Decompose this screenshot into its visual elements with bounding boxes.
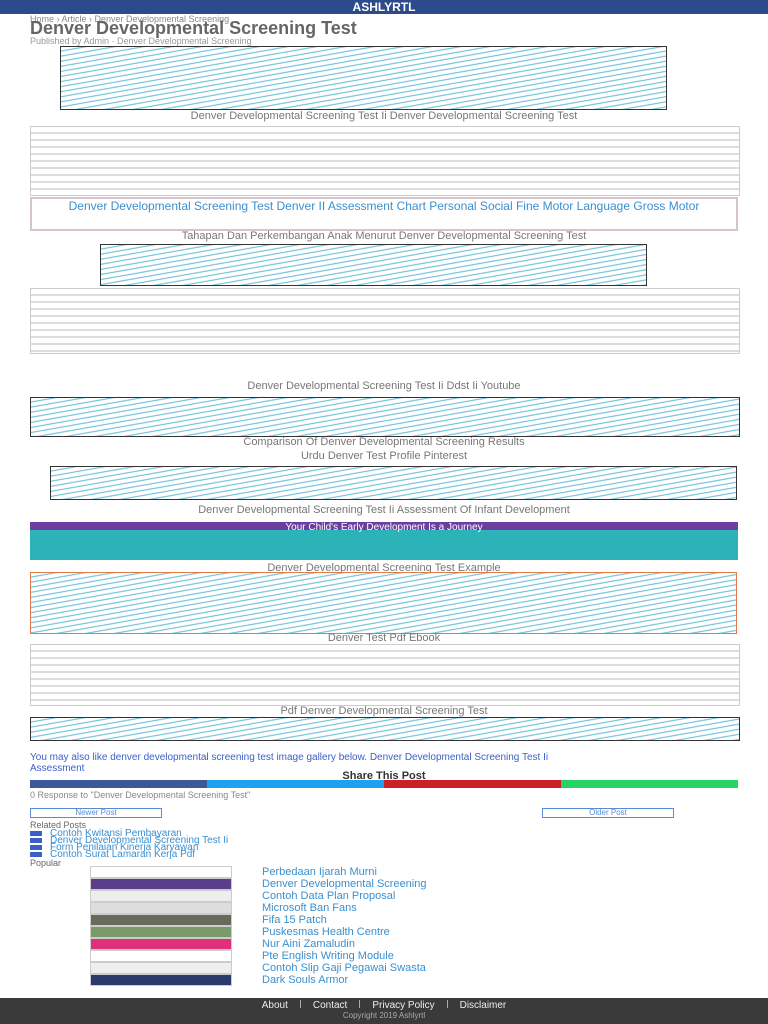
- popular-link[interactable]: Contoh Data Plan Proposal: [262, 890, 396, 902]
- site-name[interactable]: ASHLYRTL: [352, 0, 416, 14]
- popular-item[interactable]: Nur Aini Zamaludin: [20, 938, 720, 950]
- popular-link[interactable]: Denver Developmental Screening: [262, 878, 427, 890]
- caption: Denver Developmental Screening Test Ii D…: [190, 110, 578, 122]
- thumbnail: [90, 974, 232, 986]
- share-button[interactable]: Pinterest: [384, 780, 561, 788]
- caption: Denver Test Pdf Ebook: [327, 632, 441, 644]
- thumbnail: [90, 950, 232, 962]
- popular-item[interactable]: Denver Developmental Screening: [20, 878, 720, 890]
- older-post[interactable]: Older Post: [542, 808, 674, 818]
- copyright: Copyright 2019 Ashlyrtl: [342, 1011, 426, 1020]
- popular-title: Popular: [30, 858, 62, 868]
- thumbnail: [90, 914, 232, 926]
- thumbnail: [90, 890, 232, 902]
- footer-link[interactable]: Disclaimer: [459, 1000, 507, 1011]
- caption: Pdf Denver Developmental Screening Test: [280, 705, 488, 717]
- caption: Denver Developmental Screening Test Ii A…: [198, 504, 570, 516]
- popular-link[interactable]: Pte English Writing Module: [262, 950, 394, 962]
- related-title: Related Posts: [30, 820, 87, 830]
- popular-link[interactable]: Perbedaan Ijarah Murni: [262, 866, 377, 878]
- footer-link[interactable]: Contact: [312, 1000, 348, 1011]
- related-link[interactable]: Contoh Kwitansi Pembayaran: [50, 828, 182, 839]
- thumbnail: [90, 902, 232, 914]
- breadcrumb: Home › Article › Denver Developmental Sc…: [30, 14, 230, 24]
- popular-link[interactable]: Dark Souls Armor: [262, 974, 349, 986]
- popular-item[interactable]: Contoh Slip Gaji Pegawai Swasta: [20, 962, 720, 974]
- thumbnail: [90, 878, 232, 890]
- share-bar: FacebookTwitterPinterestWhatsApp: [30, 780, 738, 788]
- table-image: [30, 644, 740, 706]
- image: [30, 717, 740, 741]
- image: [50, 466, 737, 500]
- popular-list: Perbedaan Ijarah Murni Denver Development…: [20, 866, 720, 986]
- share-title: Share This Post: [342, 770, 426, 782]
- separator: [299, 1000, 301, 1008]
- footer-links: About Contact Privacy Policy Disclaimer: [0, 998, 768, 1011]
- popular-item[interactable]: Dark Souls Armor: [20, 974, 720, 986]
- related-item[interactable]: Form Penilaian Kinerja Karyawan: [30, 842, 730, 853]
- banner: Your Child's Early Development Is a Jour…: [30, 522, 738, 560]
- share-button[interactable]: Facebook: [30, 780, 207, 788]
- popular-link[interactable]: Puskesmas Health Centre: [262, 926, 390, 938]
- caption: Denver Developmental Screening Test Exam…: [267, 562, 501, 574]
- header: ASHLYRTL: [0, 0, 768, 14]
- share-button[interactable]: Twitter: [207, 780, 384, 788]
- closing-text: You may also like denver developmental s…: [30, 752, 549, 774]
- thumbnail: [90, 962, 232, 974]
- banner-text: Your Child's Early Development Is a Jour…: [285, 522, 483, 533]
- popular-item[interactable]: Pte English Writing Module: [20, 950, 720, 962]
- separator: [446, 1000, 448, 1008]
- table-image: [30, 288, 740, 354]
- post-meta: Published by Admin · Denver Developmenta…: [30, 36, 252, 46]
- footer-link[interactable]: About: [261, 1000, 288, 1011]
- bullet: [30, 831, 42, 836]
- share-button[interactable]: WhatsApp: [561, 780, 738, 788]
- separator: [359, 1000, 361, 1008]
- image: [60, 46, 667, 110]
- highlight-box: Denver Developmental Screening Test Denv…: [30, 197, 738, 231]
- related-link[interactable]: Denver Developmental Screening Test Ii: [50, 835, 229, 846]
- related-link[interactable]: Form Penilaian Kinerja Karyawan: [50, 842, 199, 853]
- caption: Comparison Of Denver Developmental Scree…: [243, 436, 525, 448]
- thumbnail: [90, 866, 232, 878]
- popular-item[interactable]: Perbedaan Ijarah Murni: [20, 866, 720, 878]
- caption: Tahapan Dan Perkembangan Anak Menurut De…: [181, 230, 587, 242]
- image: [100, 244, 647, 286]
- related-item[interactable]: Contoh Kwitansi Pembayaran: [30, 828, 730, 839]
- caption: Urdu Denver Test Profile Pinterest: [300, 450, 468, 462]
- related-item[interactable]: Denver Developmental Screening Test Ii: [30, 835, 730, 846]
- popular-item[interactable]: Fifa 15 Patch: [20, 914, 720, 926]
- image: [30, 572, 737, 634]
- popular-item[interactable]: Puskesmas Health Centre: [20, 926, 720, 938]
- related-list: Contoh Kwitansi Pembayaran Denver Develop…: [30, 828, 730, 860]
- post-title: Denver Developmental Screening Test: [30, 18, 357, 38]
- footer-link[interactable]: Privacy Policy: [372, 1000, 435, 1011]
- comments: 0 Response to "Denver Developmental Scre…: [30, 790, 251, 800]
- newer-post[interactable]: Newer Post: [30, 808, 162, 818]
- popular-link[interactable]: Microsoft Ban Fans: [262, 902, 357, 914]
- bullet: [30, 845, 42, 850]
- popular-link[interactable]: Nur Aini Zamaludin: [262, 938, 355, 950]
- popular-item[interactable]: Contoh Data Plan Proposal: [20, 890, 720, 902]
- related-item[interactable]: Contoh Surat Lamaran Kerja Pdf: [30, 849, 730, 860]
- related-link[interactable]: Contoh Surat Lamaran Kerja Pdf: [50, 849, 196, 860]
- bullet: [30, 838, 42, 843]
- footer: About Contact Privacy Policy Disclaimer Cop…: [0, 998, 768, 1024]
- popular-link[interactable]: Fifa 15 Patch: [262, 914, 327, 926]
- popular-link[interactable]: Contoh Slip Gaji Pegawai Swasta: [262, 962, 426, 974]
- image: [30, 397, 740, 437]
- thumbnail: [90, 926, 232, 938]
- table-image: [30, 126, 740, 196]
- popular-item[interactable]: Microsoft Ban Fans: [20, 902, 720, 914]
- thumbnail: [90, 938, 232, 950]
- bullet: [30, 852, 42, 857]
- caption: Denver Developmental Screening Test Ii D…: [247, 380, 521, 392]
